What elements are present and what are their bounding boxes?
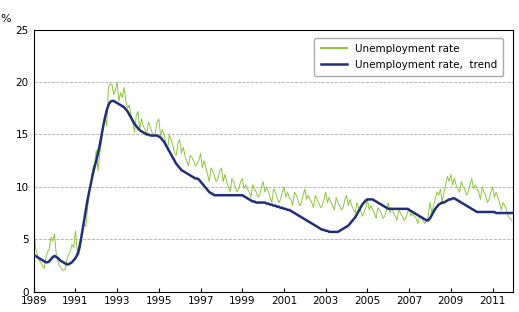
- Legend: Unemployment rate, Unemployment rate,  trend: Unemployment rate, Unemployment rate, tr…: [315, 37, 503, 76]
- Text: %: %: [0, 14, 11, 24]
